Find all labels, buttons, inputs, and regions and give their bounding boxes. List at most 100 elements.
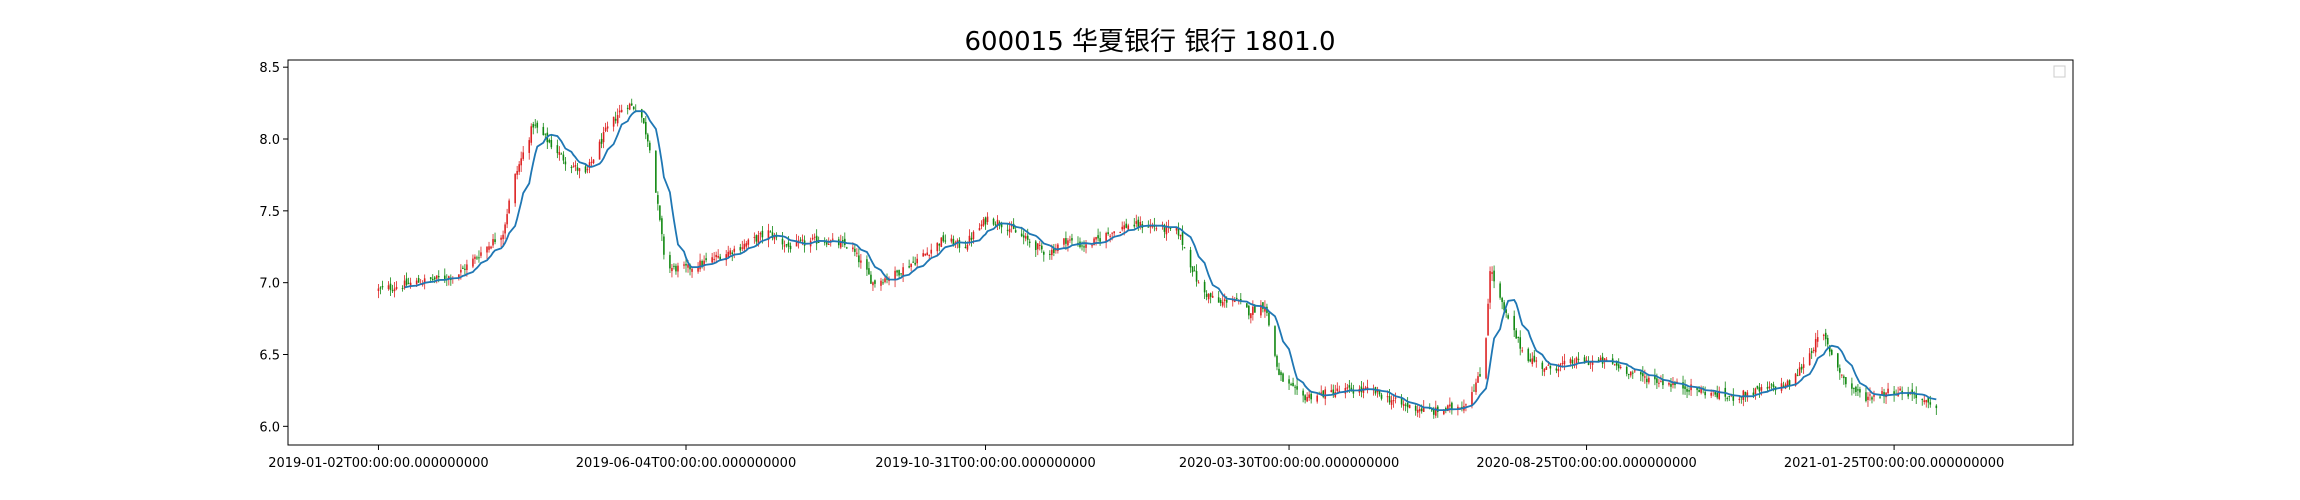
candle-down [1911,382,1913,401]
candle-down [896,269,898,277]
candle-up [616,108,619,127]
candle-down [1507,313,1509,320]
candle-up [811,234,814,241]
y-tick-label: 8.5 [259,61,280,76]
candle-up [926,247,929,256]
candle-down [1406,397,1409,413]
candle-down [379,286,382,295]
candle-up [592,159,595,165]
candle-up [528,137,531,160]
candle-up [590,156,593,168]
candle-up [1038,241,1041,251]
candle-up [1105,231,1107,249]
candle-down [1380,392,1383,401]
candle-down [1541,360,1544,376]
candle-up [1211,291,1214,298]
candle-down [1181,225,1184,251]
candle-down [657,191,659,211]
moving-average-line [404,110,1937,412]
candle-down [914,256,916,266]
candle-down [1837,352,1839,372]
candle-down [1053,244,1055,257]
candle-up [683,261,685,269]
candle-up [1175,227,1178,235]
candle-down [407,277,410,285]
candle-up [1402,400,1405,411]
candle-up [472,254,474,269]
candle-up [809,237,812,253]
candle-up [1780,377,1783,394]
candle-up [747,238,750,249]
y-tick-label: 7.0 [259,277,280,292]
candle-up [928,254,931,260]
candle-down [1043,250,1045,262]
candle-up [393,281,396,298]
candle-down [1845,377,1847,388]
candle-up [598,139,601,160]
x-tick-label: 2019-10-31T00:00:00.000000000 [875,456,1095,471]
candle-up [715,251,717,263]
candle-down [478,250,480,263]
candle-down [1788,379,1791,390]
candle-down [944,234,947,244]
candle-down [942,231,945,243]
candle-up [922,249,925,257]
candle-down [1203,279,1206,299]
candle-up [1394,392,1397,404]
candle-down [614,111,617,124]
candle-up [1613,363,1616,366]
candle-up [1521,347,1524,353]
candle-down [1451,401,1453,415]
candle-down [381,280,384,290]
candle-up [448,275,450,286]
candle-down [389,277,392,297]
candle-up [1010,221,1013,233]
candle-down [1332,384,1335,398]
candle-up [1531,352,1534,367]
candle-up [860,253,862,269]
candle-down [1352,384,1355,399]
candle-down [1022,230,1025,245]
candle-down [1865,385,1867,403]
candle-up [474,254,476,264]
candle-up [1822,333,1825,341]
candle-up [586,166,589,174]
candle-down [1879,395,1881,399]
candle-up [980,220,983,230]
candle-down [1597,357,1600,362]
candle-down [443,268,446,283]
candle-up [1885,392,1887,405]
candle-down [584,164,587,174]
candle-up [713,252,715,264]
candle-up [1252,300,1254,321]
candle-down [1414,403,1417,416]
candle-down [1686,386,1688,398]
candle-up [996,215,999,231]
candle-down [1404,402,1407,412]
candle-up [1887,382,1889,395]
candle-up [452,276,454,284]
y-tick-label: 6.0 [259,420,280,435]
candle-down [632,106,635,111]
candle-down [882,278,884,286]
candle-up [894,266,896,288]
candle-up [902,263,904,283]
candle-down [564,157,567,171]
candle-down [560,152,563,155]
candle-down [663,233,665,260]
candle-down [844,232,846,248]
candle-up [733,245,736,259]
candle-up [1036,242,1039,256]
candle-up [435,275,438,284]
candle-up [1700,385,1702,395]
candle-down [542,122,545,136]
candle-up [783,240,786,253]
candle-down [1193,265,1196,272]
candle-down [1288,375,1290,391]
candle-down [655,150,657,193]
candle-up [699,253,701,272]
candle-up [1067,238,1069,252]
candle-down [1246,302,1248,308]
candle-down [1646,374,1648,389]
candle-up [982,216,985,227]
